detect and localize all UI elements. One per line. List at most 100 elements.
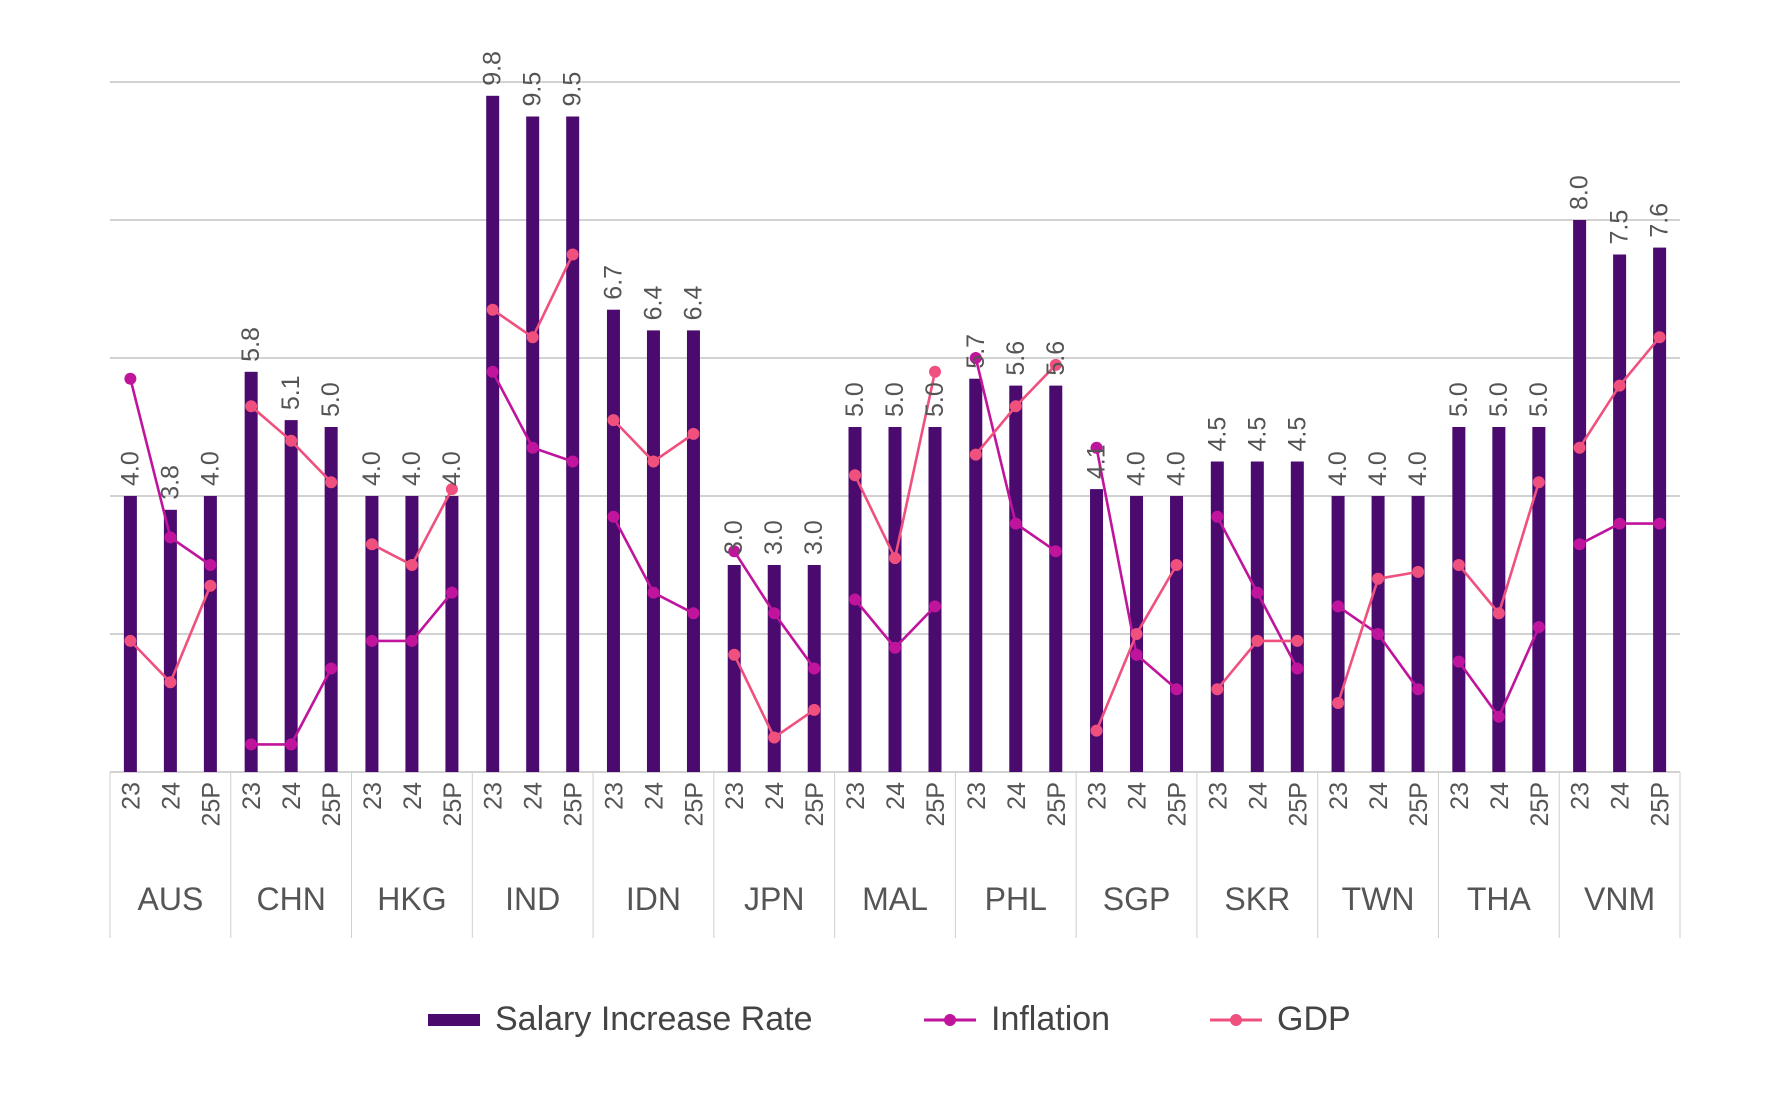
- period-tick-label: 24: [1244, 782, 1272, 810]
- series-point: [164, 531, 177, 544]
- series-point: [1332, 600, 1345, 613]
- bar-value-label: 4.0: [358, 451, 386, 486]
- series-point: [285, 738, 298, 751]
- category-label: PHL: [985, 881, 1047, 917]
- series-point: [607, 414, 620, 427]
- period-tick-label: 24: [399, 782, 427, 810]
- series-point: [1009, 517, 1022, 530]
- series-point: [124, 634, 137, 647]
- series-point: [204, 579, 217, 592]
- period-tick-label: 25P: [1647, 782, 1675, 826]
- bar-value-label: 3.0: [800, 520, 828, 555]
- series-point: [1211, 683, 1224, 696]
- series-point: [1532, 621, 1545, 634]
- series-point: [445, 586, 458, 599]
- series-point: [124, 372, 137, 385]
- period-tick-label: 23: [1446, 782, 1474, 810]
- period-tick-label: 23: [480, 782, 508, 810]
- category-label: MAL: [862, 881, 928, 917]
- bar-salary-increase: [727, 565, 741, 772]
- series-point: [849, 469, 861, 482]
- series-point: [1170, 559, 1183, 571]
- period-tick-label: 23: [1204, 782, 1232, 810]
- bar-value-label: 4.1: [1083, 444, 1111, 479]
- series-point: [1372, 572, 1385, 585]
- bar-value-label: 7.5: [1606, 210, 1634, 245]
- series-point: [1090, 724, 1103, 737]
- bar-salary-increase: [203, 496, 217, 772]
- series-point: [1049, 358, 1062, 371]
- bar-salary-increase: [1492, 427, 1506, 772]
- series-point: [486, 365, 499, 378]
- bar-value-label: 3.8: [156, 465, 184, 500]
- series-point: [325, 476, 338, 489]
- period-tick-label: 23: [842, 782, 870, 810]
- period-tick-label: 24: [278, 782, 306, 810]
- category-label: THA: [1467, 881, 1532, 917]
- series-point: [889, 641, 901, 654]
- line-series-inflation: [124, 352, 1666, 751]
- bar-value-label: 4.0: [1364, 451, 1392, 486]
- series-point: [1130, 628, 1143, 640]
- series-point: [1170, 683, 1183, 696]
- series-point: [929, 365, 941, 378]
- series-point: [1130, 648, 1143, 661]
- series-point: [647, 455, 660, 468]
- bar-value-label: 9.5: [559, 72, 587, 107]
- period-tick-label: 25P: [1526, 782, 1554, 826]
- bar-salary-increase: [1331, 496, 1345, 772]
- bar-salary-increase: [324, 427, 338, 772]
- period-tick-label: 25P: [560, 782, 588, 826]
- series-point: [808, 662, 821, 675]
- series-point: [728, 648, 741, 661]
- bar-value-label: 5.0: [1525, 382, 1553, 417]
- period-tick-label: 24: [1124, 782, 1152, 810]
- series-point: [486, 303, 499, 316]
- bar-salary-increase: [123, 496, 137, 772]
- series-point: [687, 427, 700, 440]
- legend-swatch-marker: [944, 1014, 956, 1026]
- series-point: [245, 400, 258, 413]
- bar-salary-increase: [244, 371, 258, 772]
- bar-salary-increase: [284, 420, 298, 772]
- legend: Salary Increase Rate Inflation GDP: [428, 1000, 1351, 1038]
- legend-label: GDP: [1277, 1000, 1351, 1038]
- bar-value-label: 6.7: [599, 265, 627, 300]
- bar-value-label: 5.0: [881, 382, 909, 417]
- bar-salary-increase: [928, 427, 942, 772]
- bar-salary-increase: [1411, 496, 1425, 772]
- period-tick-label: 23: [238, 782, 266, 810]
- series-point: [405, 559, 418, 571]
- bar-salary-increase: [365, 496, 379, 772]
- bar-salary-increase: [1653, 247, 1667, 773]
- series-point: [768, 607, 781, 620]
- category-label: IND: [505, 881, 560, 917]
- period-tick-label: 23: [117, 782, 145, 810]
- bar-value-label: 9.5: [519, 72, 547, 107]
- series-point: [204, 559, 217, 571]
- series-point: [365, 538, 378, 551]
- bar-value-label: 4.5: [1283, 417, 1311, 452]
- bar-value-label: 4.0: [1404, 451, 1432, 486]
- series-point: [365, 634, 378, 647]
- period-tick-label: 24: [520, 782, 548, 810]
- bar-value-label: 5.0: [841, 382, 869, 417]
- bar-value-label: 5.0: [1445, 382, 1473, 417]
- bar-salary-increase: [1049, 385, 1063, 772]
- legend-item: GDP: [1210, 1000, 1351, 1038]
- bar-salary-increase: [606, 309, 620, 772]
- period-tick-label: 25P: [439, 782, 467, 826]
- category-label: TWN: [1342, 881, 1415, 917]
- bar-salary-increase: [1009, 385, 1023, 772]
- series-point: [1211, 510, 1224, 523]
- period-tick-label: 24: [882, 782, 910, 810]
- bar-salary-increase: [1452, 427, 1466, 772]
- bar-value-label: 5.0: [921, 382, 949, 417]
- bar-value-label: 8.0: [1566, 175, 1594, 210]
- category-label: HKG: [377, 881, 446, 917]
- bar-value-label: 5.0: [1485, 382, 1513, 417]
- series-point: [1291, 634, 1304, 647]
- series-point: [405, 634, 418, 647]
- series-point: [285, 434, 298, 447]
- bar-salary-increase: [686, 330, 700, 772]
